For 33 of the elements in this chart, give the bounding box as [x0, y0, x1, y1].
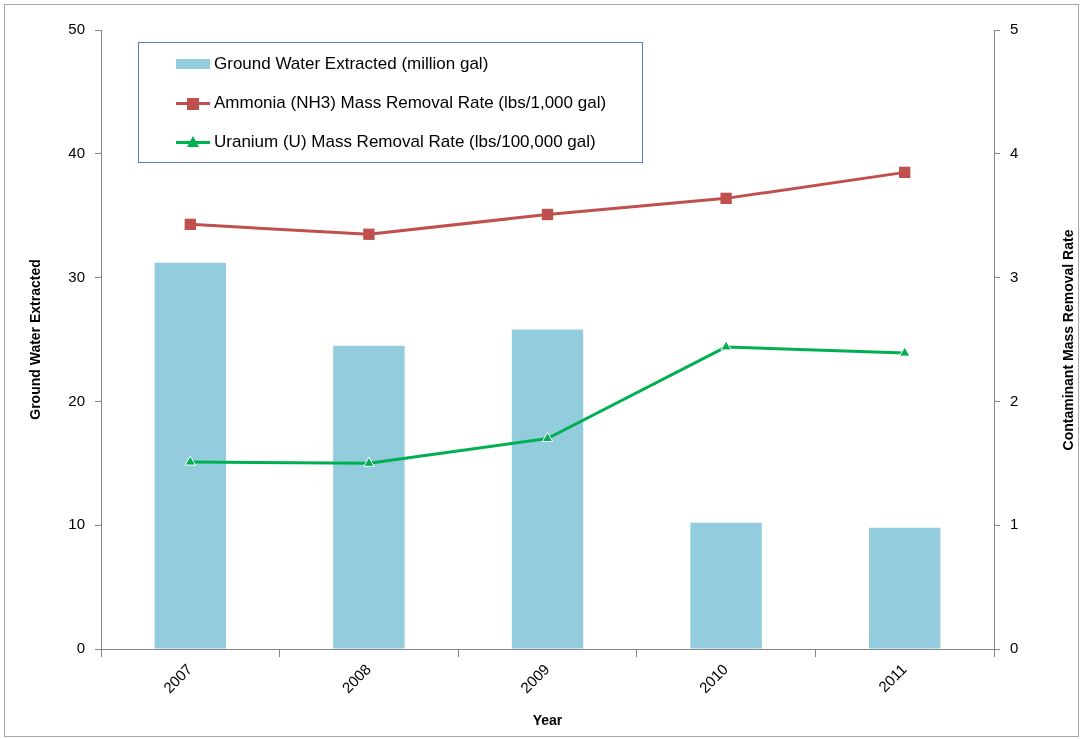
y-tick-label: 10	[68, 515, 85, 533]
y2-tick-label: 0	[1010, 639, 1019, 657]
y-tick-label: 20	[68, 391, 85, 409]
y2-tick-label: 5	[1010, 20, 1019, 38]
legend-label: Ground Water Extracted (million gal)	[214, 53, 489, 74]
legend-label: Ammonia (NH3) Mass Removal Rate (lbs/1,000 gal)	[214, 92, 607, 113]
y2-tick-label: 1	[1010, 515, 1019, 533]
point	[899, 346, 911, 357]
point	[720, 192, 732, 205]
legend-label: Uranium (U) Mass Removal Rate (lbs/100,000 gal)	[214, 131, 596, 152]
point	[720, 340, 732, 351]
y2-tick-label: 2	[1010, 391, 1019, 409]
bar	[511, 329, 584, 649]
y-tick-label: 40	[68, 143, 85, 161]
point	[541, 208, 554, 221]
y2-tick-label: 4	[1010, 143, 1019, 161]
y-tick-label: 30	[68, 267, 85, 285]
y2-axis-title: Contaminant Mass Removal Rate	[1060, 229, 1076, 450]
point	[363, 228, 375, 240]
bar	[333, 345, 405, 649]
point	[184, 455, 196, 466]
y-axis-title: Ground Water Extracted	[27, 259, 44, 420]
bar	[868, 527, 941, 649]
point	[541, 432, 554, 443]
y-tick-label: 0	[76, 639, 85, 657]
bar	[154, 262, 227, 649]
point	[899, 166, 911, 179]
bar	[690, 522, 762, 649]
point	[363, 456, 375, 467]
x-axis-title: Year	[532, 712, 563, 729]
y2-tick-label: 3	[1010, 267, 1019, 285]
point	[184, 218, 196, 231]
y-tick-label: 50	[68, 20, 85, 38]
